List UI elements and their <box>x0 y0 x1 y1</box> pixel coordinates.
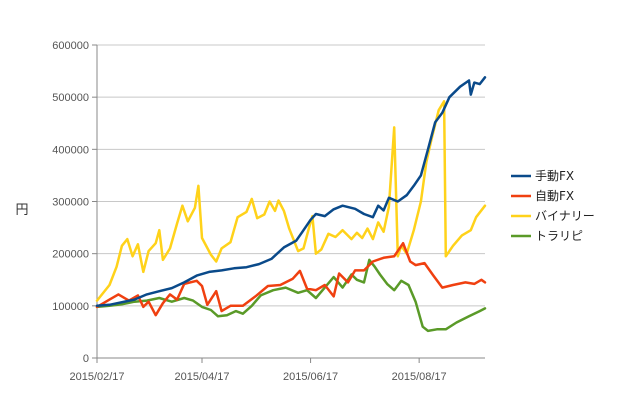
series-line <box>95 241 487 317</box>
x-tick-label: 2015/04/17 <box>174 371 229 383</box>
legend-label: トラリピ <box>535 229 583 243</box>
y-tick-label: 300000 <box>52 197 89 209</box>
x-tick-label: 2015/02/17 <box>69 371 124 383</box>
y-tick-label: 200000 <box>52 249 89 261</box>
x-tick-labels: 2015/02/17 2015/04/17 2015/06/17 2015/08/17 <box>69 371 446 383</box>
legend-label: バイナリー <box>535 209 595 223</box>
legend-label: 自動FX <box>535 189 574 203</box>
y-tick-label: 400000 <box>52 144 89 156</box>
y-tick-label: 500000 <box>52 92 89 104</box>
axes <box>92 44 485 363</box>
x-tick-label: 2015/06/17 <box>283 371 338 383</box>
series-line <box>95 258 487 333</box>
y-tick-label: 100000 <box>52 301 89 313</box>
series-line <box>95 100 487 302</box>
x-tick-label: 2015/08/17 <box>392 371 447 383</box>
series-lines <box>95 76 487 333</box>
legend-label: 手動FX <box>535 169 574 183</box>
y-tick-label: 600000 <box>52 40 89 52</box>
series-line <box>95 76 487 308</box>
y-axis-label: 円 <box>15 203 28 218</box>
y-tick-labels: 0 100000 200000 300000 400000 500000 600000 <box>52 40 89 365</box>
y-tick-label: 0 <box>83 353 89 365</box>
